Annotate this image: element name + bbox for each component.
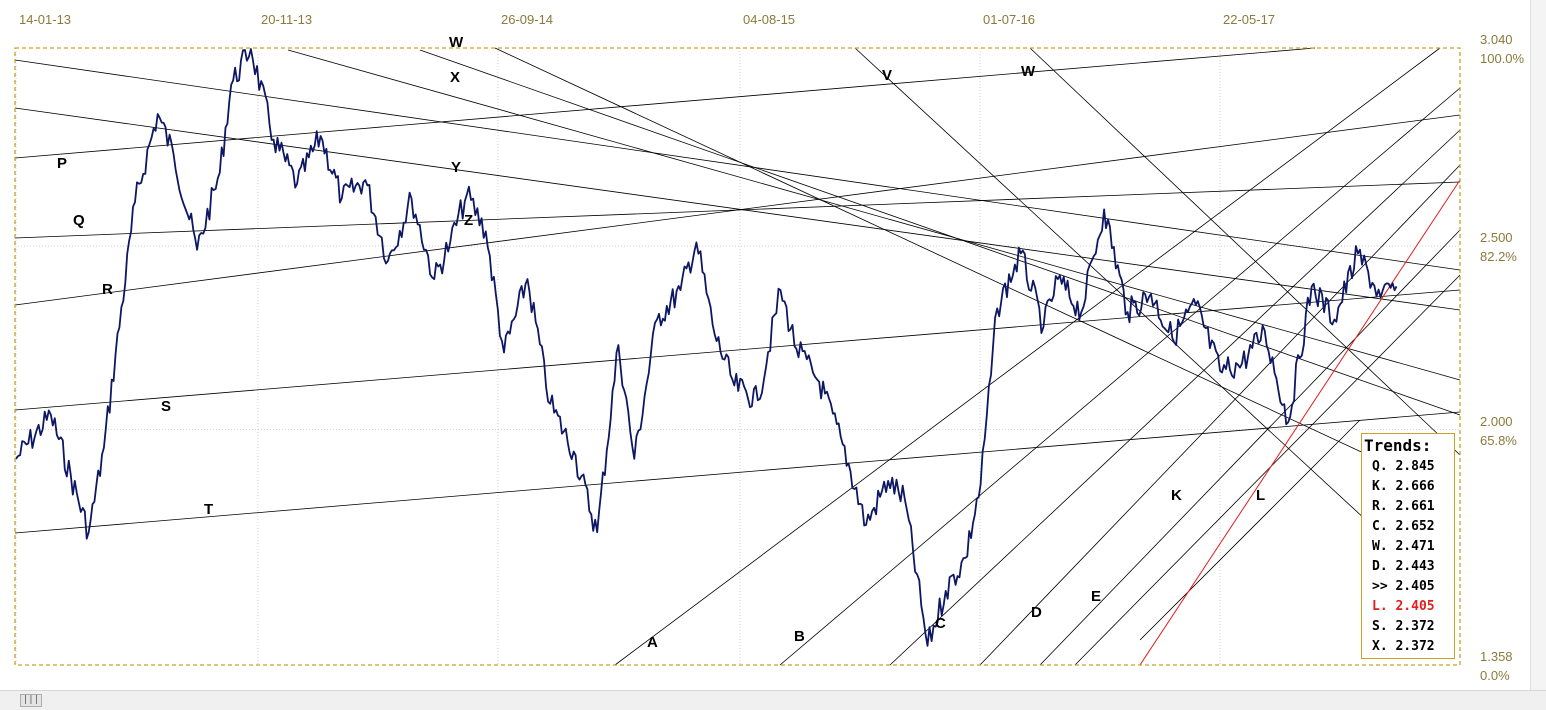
trend-row-value: 2.652 [1395, 519, 1435, 534]
trend-row-label: C. [1372, 519, 1388, 534]
trend-row-value: 2.372 [1395, 639, 1435, 654]
trend-line [14, 59, 1461, 271]
y-tick-label: 3.040 [1480, 32, 1513, 47]
trend-row-label: R. [1372, 499, 1388, 514]
trend-label-v: V [882, 67, 892, 84]
grip-icon: ||| [22, 695, 40, 705]
horizontal-scrollbar[interactable]: ||| [0, 690, 1546, 710]
trend-row: S. 2.372 [1362, 617, 1454, 637]
trend-row-value: 2.443 [1395, 559, 1435, 574]
x-tick-label: 01-07-16 [983, 12, 1035, 27]
trend-label-a: A [647, 634, 658, 651]
x-tick-label: 22-05-17 [1223, 12, 1275, 27]
trend-row-label: K. [1372, 479, 1388, 494]
trend-row: K. 2.666 [1362, 477, 1454, 497]
trend-row: X. 2.372 [1362, 637, 1454, 657]
trend-row: D. 2.443 [1362, 557, 1454, 577]
trend-line [14, 114, 1461, 306]
y-tick-label: 1.358 [1480, 649, 1513, 664]
trend-row: W. 2.471 [1362, 537, 1454, 557]
trend-row-value: 2.845 [1395, 459, 1435, 474]
trend-row: R. 2.661 [1362, 497, 1454, 517]
y-tick-pct: 100.0% [1480, 51, 1525, 66]
trends-list: Q. 2.845 K. 2.666 R. 2.661 C. 2.652 W. 2.471… [1362, 457, 1454, 657]
grid [15, 48, 1460, 665]
trend-label-d: D [1031, 604, 1042, 621]
trend-row-value: 2.661 [1395, 499, 1435, 514]
trend-label-k: K [1171, 487, 1182, 504]
trend-line-labels: W X V W P Y Q Z R S T A B C D E K L [57, 34, 1265, 651]
trend-line [1139, 419, 1361, 641]
price-series [15, 48, 1398, 647]
trend-label-b: B [794, 628, 805, 645]
trend-row-label: >> [1372, 579, 1388, 594]
trend-line [14, 47, 1316, 159]
trend-row-label: X. [1372, 639, 1388, 654]
x-tick-label: 26-09-14 [501, 12, 553, 27]
trend-row-label: W. [1372, 539, 1388, 554]
trend-label-w: W [449, 34, 464, 51]
trend-label-t: T [204, 501, 213, 518]
trend-row: C. 2.652 [1362, 517, 1454, 537]
x-tick-label: 14-01-13 [19, 12, 71, 27]
trend-line [614, 47, 1441, 666]
y-tick-label: 2.500 [1480, 230, 1513, 245]
trend-line [14, 289, 1461, 411]
trend-row-label: D. [1372, 559, 1388, 574]
trend-line [889, 129, 1461, 666]
trend-line [779, 87, 1461, 666]
trend-line [494, 47, 1401, 471]
trends-panel: Trends: Q. 2.845 K. 2.666 R. 2.661 C. 2.652… [1361, 433, 1455, 659]
trend-line [1074, 274, 1461, 666]
price-line [15, 48, 1398, 647]
trend-label-y: Y [451, 159, 461, 176]
trend-row-label: L. [1372, 599, 1388, 614]
y-tick-label: 2.000 [1480, 414, 1513, 429]
trend-row-label: Q. [1372, 459, 1388, 474]
trend-row-value: 2.372 [1395, 619, 1435, 634]
y-tick-pct: 0.0% [1480, 668, 1510, 683]
trend-line [287, 49, 1461, 381]
y-axis-ticks: 3.040 100.0% 2.500 82.2% 2.000 65.8% 1.358 0.0% [1480, 32, 1525, 683]
trend-line [14, 411, 1461, 534]
trend-row-value: 2.405 [1395, 599, 1435, 614]
trend-label-p: P [57, 155, 67, 172]
trend-label-c: C [935, 615, 946, 632]
y-tick-pct: 65.8% [1480, 433, 1517, 448]
trend-line [1039, 229, 1461, 666]
trend-label-r: R [102, 281, 113, 298]
trend-label-x: X [450, 69, 460, 86]
trend-line [979, 164, 1461, 666]
trend-label-l: L [1256, 487, 1265, 504]
trend-line [419, 49, 1461, 416]
trend-label-z: Z [464, 212, 473, 229]
trend-row-label: S. [1372, 619, 1388, 634]
trend-row: L. 2.405 [1362, 597, 1454, 617]
trend-label-e: E [1091, 588, 1101, 605]
trend-line-highlight [1139, 179, 1461, 666]
plot-frame [14, 47, 1461, 666]
trend-lines [14, 47, 1461, 666]
trend-row: >> 2.405 [1362, 577, 1454, 597]
trend-line [1029, 47, 1461, 456]
x-tick-label: 04-08-15 [743, 12, 795, 27]
trend-row: Q. 2.845 [1362, 457, 1454, 477]
trend-line [14, 107, 1461, 311]
vertical-scrollbar[interactable] [1530, 0, 1546, 690]
trend-label-w: W [1021, 63, 1036, 80]
trend-label-s: S [161, 398, 171, 415]
trend-row-value: 2.405 [1395, 579, 1435, 594]
scrollbar-thumb[interactable]: ||| [20, 694, 42, 707]
x-tick-label: 20-11-13 [261, 12, 312, 27]
trend-row-value: 2.666 [1395, 479, 1435, 494]
chart: 14-01-13 20-11-13 26-09-14 04-08-15 01-07-16… [14, 12, 1525, 683]
x-axis-ticks: 14-01-13 20-11-13 26-09-14 04-08-15 01-07-16… [19, 12, 1275, 27]
y-tick-pct: 82.2% [1480, 249, 1517, 264]
trend-row-value: 2.471 [1395, 539, 1435, 554]
trends-title: Trends: [1364, 436, 1432, 455]
trend-label-q: Q [73, 212, 85, 229]
trend-line [854, 47, 1381, 534]
